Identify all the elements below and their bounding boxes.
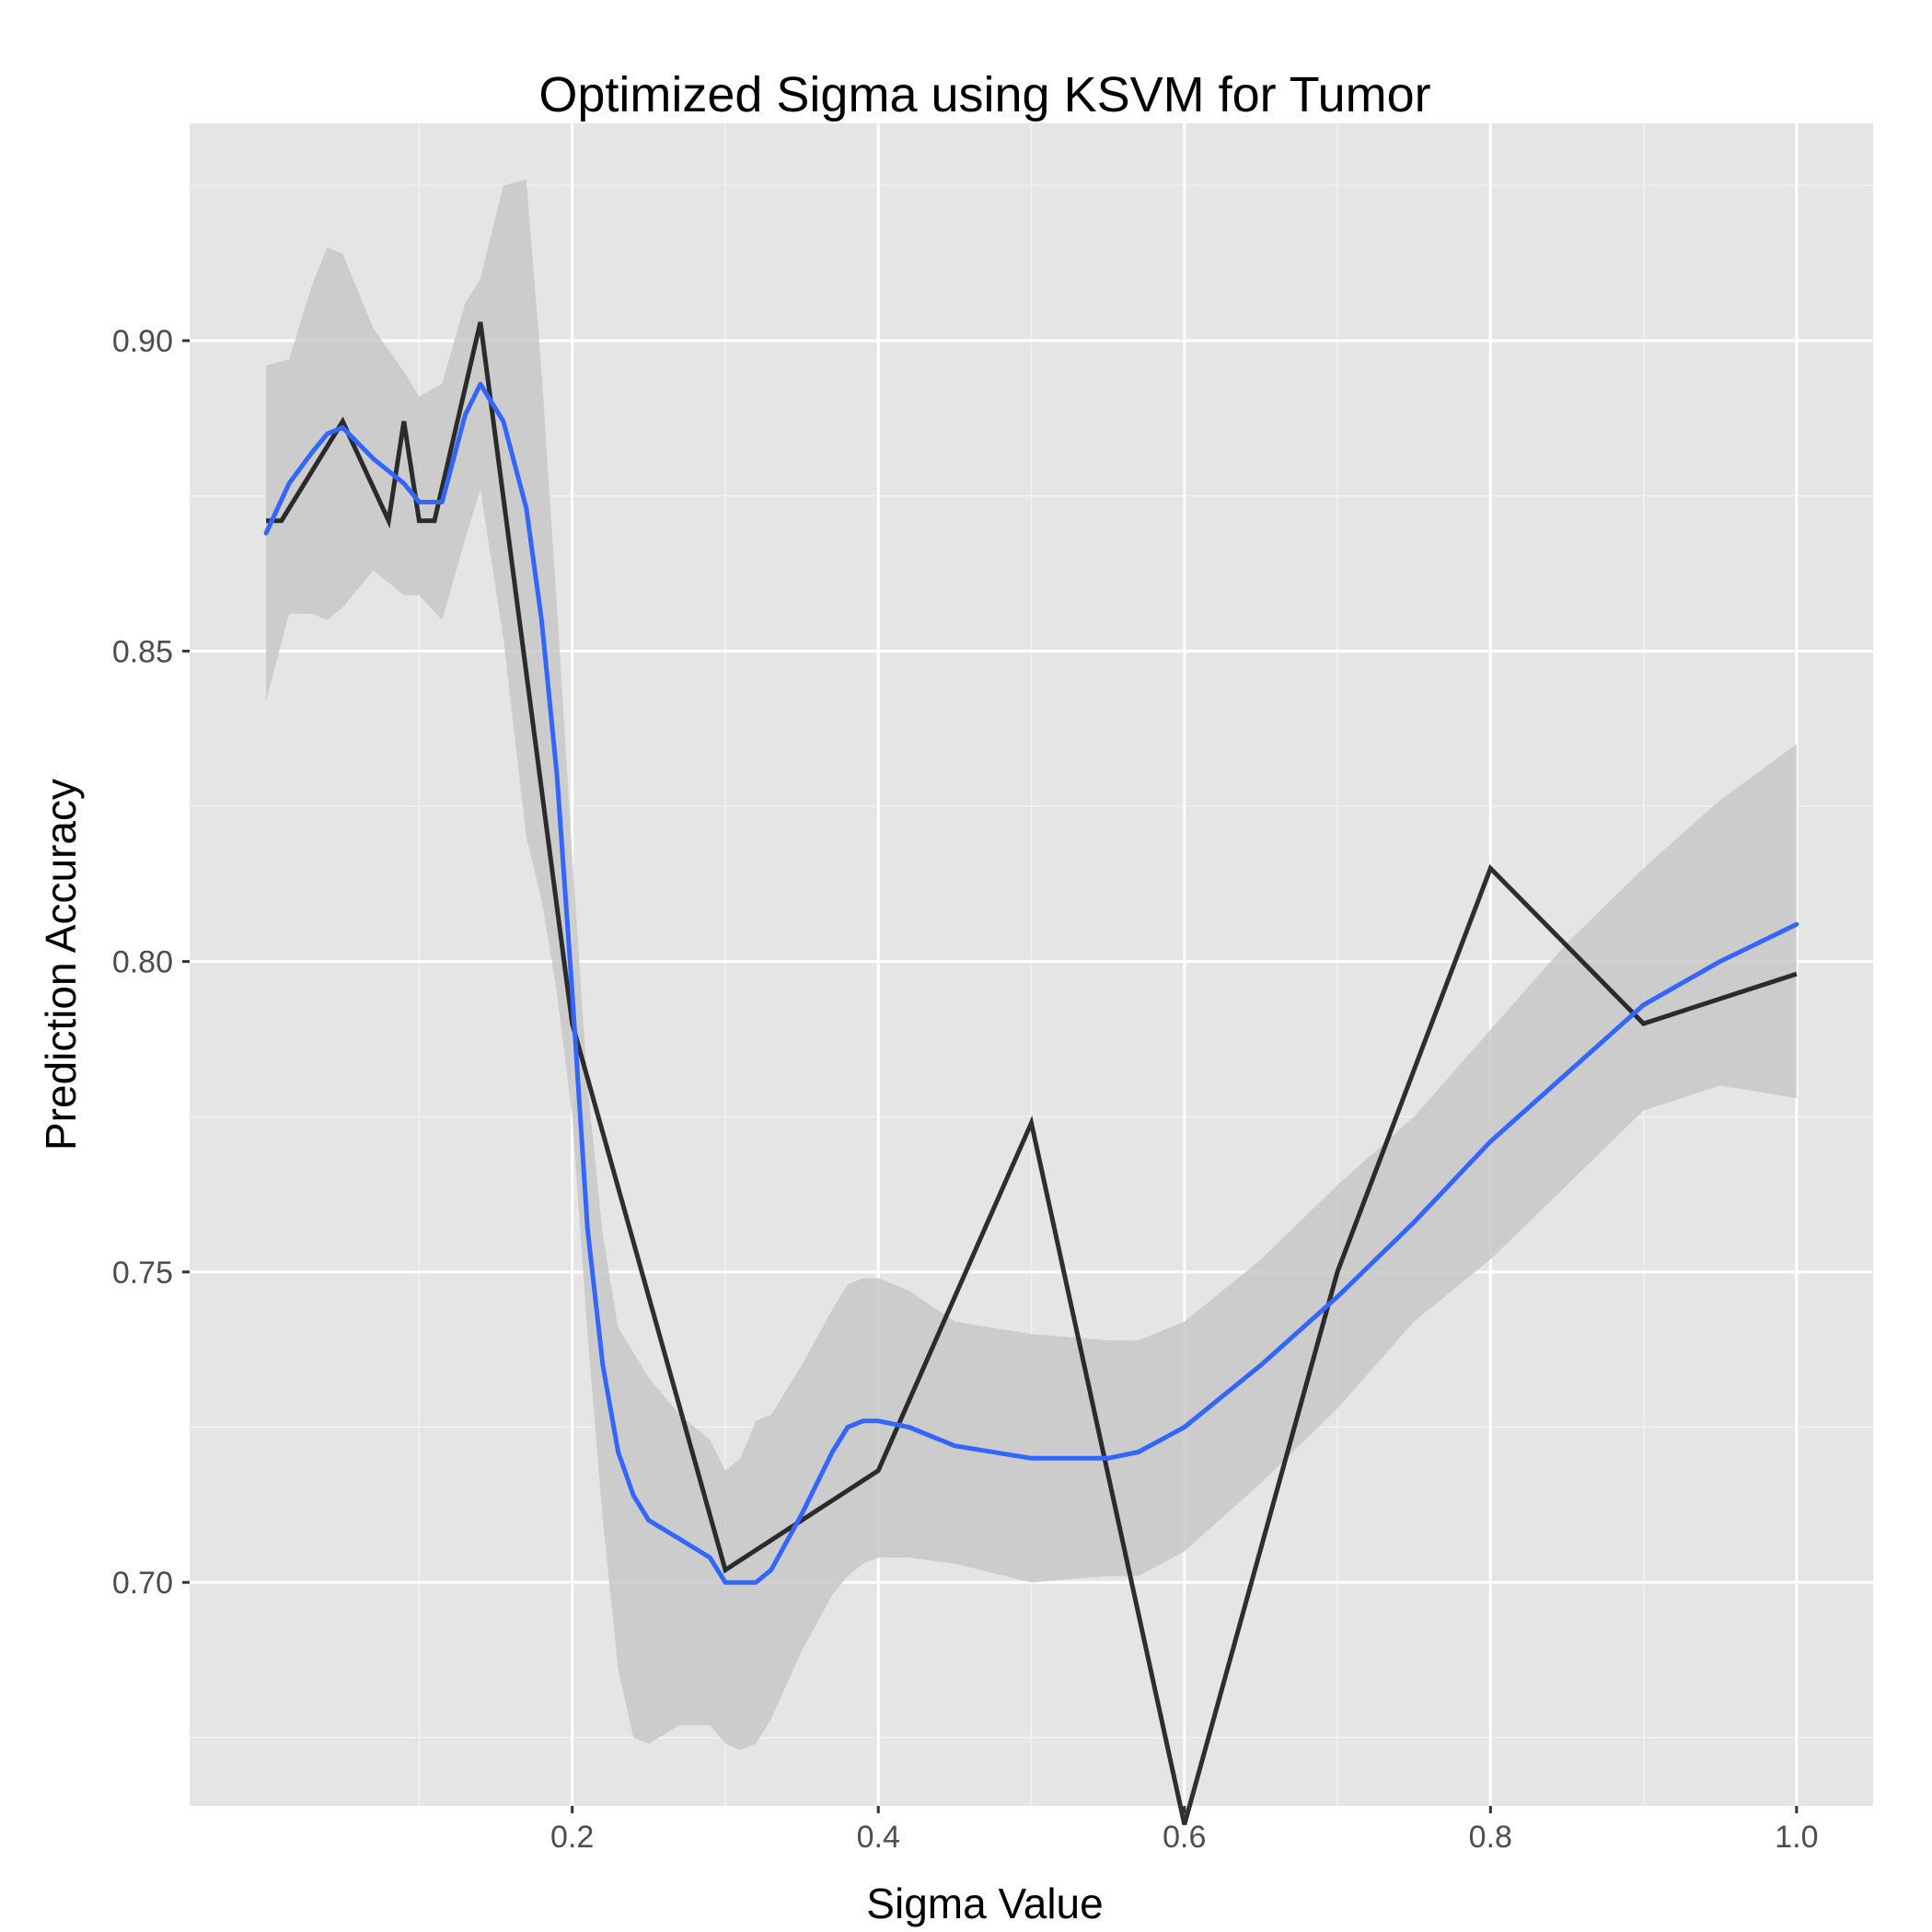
x-tick-label: 0.8 — [1469, 1820, 1512, 1855]
smooth-curve-layer — [263, 381, 1799, 1585]
x-tick-label: 0.4 — [857, 1820, 900, 1855]
y-tick-label: 0.85 — [112, 634, 173, 669]
y-tick-label: 0.75 — [112, 1255, 173, 1290]
smooth-curve — [263, 381, 1799, 1585]
y-tick-label: 0.90 — [112, 324, 173, 359]
x-axis-ticks: 0.2 0.4 0.6 0.8 1.0 — [550, 1806, 1818, 1855]
x-tick-label: 0.2 — [550, 1820, 594, 1855]
y-axis-title: Prediction Accuracy — [37, 779, 85, 1151]
minor-gridlines — [190, 123, 1873, 1806]
y-tick-label: 0.80 — [112, 945, 173, 980]
chart-title: Optimized Sigma using KSVM for Tumor — [538, 67, 1430, 122]
x-tick-label: 0.6 — [1163, 1820, 1206, 1855]
y-tick-label: 0.70 — [112, 1566, 173, 1601]
x-tick-label: 1.0 — [1775, 1820, 1818, 1855]
x-axis-title: Sigma Value — [866, 1880, 1103, 1927]
y-axis-ticks: 0.70 0.75 0.80 0.85 0.90 — [112, 324, 190, 1601]
